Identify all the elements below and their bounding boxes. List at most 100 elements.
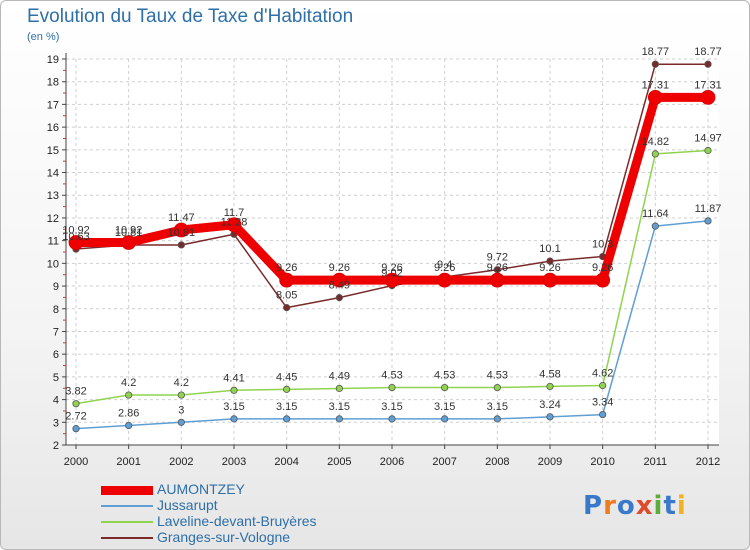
data-point [651, 60, 659, 68]
data-point [335, 384, 343, 393]
y-tick-label: 17 [47, 99, 59, 111]
data-point [121, 235, 137, 250]
logo-letter: t [663, 491, 677, 521]
data-label: 10.81 [115, 227, 143, 239]
data-point [546, 413, 554, 421]
logo-letter: i [653, 491, 664, 521]
data-label: 8.49 [329, 280, 350, 292]
y-tick-label: 7 [53, 326, 59, 338]
logo-letter: x [635, 491, 654, 521]
data-point [437, 272, 453, 288]
legend-swatch [101, 505, 153, 507]
data-label: 11.64 [642, 208, 669, 220]
data-label: 3.82 [65, 386, 86, 398]
data-label: 3.15 [487, 401, 508, 413]
y-tick-label: 15 [47, 145, 59, 157]
data-point [595, 272, 611, 288]
y-tick-label: 14 [47, 168, 59, 180]
data-point [283, 304, 291, 312]
data-point [230, 386, 238, 394]
data-point [335, 294, 343, 302]
data-point [384, 272, 400, 288]
data-point [599, 410, 607, 419]
logo-letter: o [616, 491, 636, 521]
data-label: 14.97 [694, 133, 722, 145]
x-tick-label: 2000 [64, 456, 88, 468]
data-point [230, 415, 238, 423]
x-tick-label: 2005 [327, 456, 351, 468]
data-point [493, 415, 501, 423]
data-point [72, 425, 80, 433]
data-label: 10.92 [62, 224, 90, 236]
data-point [704, 146, 712, 155]
data-point [279, 272, 295, 288]
y-tick-label: 13 [47, 190, 59, 202]
data-label: 9.26 [592, 262, 613, 274]
data-point [704, 217, 712, 225]
x-tick-label: 2002 [169, 456, 193, 468]
data-point [226, 217, 242, 233]
data-point [489, 272, 505, 288]
data-point [599, 381, 607, 390]
data-label: 14.82 [642, 136, 670, 148]
data-point [283, 415, 291, 423]
data-point [700, 89, 716, 105]
y-tick-label: 6 [53, 349, 59, 361]
data-label: 9.26 [539, 262, 560, 274]
logo-letter: r [603, 491, 617, 521]
data-label: 3 [178, 404, 184, 416]
data-label: 4.53 [434, 370, 455, 382]
data-label: 4.53 [487, 370, 508, 382]
data-label: 10.3 [592, 239, 613, 251]
data-label: 4.62 [592, 368, 613, 380]
data-label: 11.28 [221, 216, 248, 228]
legend-label: Jussarupt [157, 497, 218, 513]
data-point [177, 391, 185, 399]
data-label: 2.72 [65, 411, 86, 423]
data-label: 10.1 [539, 243, 560, 255]
data-label: 8.05 [276, 290, 297, 302]
data-label: 4.53 [381, 370, 402, 382]
x-tick-label: 2009 [538, 456, 562, 468]
data-point [125, 391, 133, 399]
data-point [441, 415, 449, 423]
y-tick-label: 16 [47, 122, 59, 134]
data-point [283, 385, 291, 393]
x-tick-label: 2012 [696, 456, 720, 468]
data-label: 17.31 [642, 79, 670, 91]
legend-swatch [101, 521, 153, 523]
data-label: 18.77 [642, 46, 670, 58]
data-point [68, 235, 84, 250]
data-label: 3.15 [223, 401, 244, 413]
data-point [388, 415, 396, 423]
data-label: 10.92 [115, 224, 143, 236]
data-label: 10.81 [168, 227, 196, 239]
legend-label: Laveline-devant-Bruyères [157, 513, 317, 529]
y-tick-label: 10 [47, 258, 59, 270]
x-tick-label: 2003 [222, 456, 246, 468]
data-label: 9.4 [437, 259, 452, 271]
data-label: 3.34 [592, 397, 613, 409]
data-label: 4.41 [223, 372, 244, 384]
data-point [173, 222, 189, 238]
x-tick-label: 2004 [274, 456, 298, 468]
data-label: 18.77 [694, 46, 722, 58]
proxiti-logo: Proxiti [583, 491, 687, 521]
x-tick-label: 2006 [380, 456, 404, 468]
x-tick-label: 2010 [590, 456, 614, 468]
data-point [546, 382, 554, 391]
logo-letter: P [583, 491, 604, 521]
data-label: 9.02 [381, 268, 402, 280]
y-tick-label: 12 [47, 213, 59, 225]
data-point [72, 400, 80, 408]
y-tick-label: 18 [47, 77, 59, 89]
y-tick-label: 5 [53, 372, 59, 384]
data-label: 11.87 [695, 203, 722, 215]
data-label: 9.72 [487, 252, 508, 264]
y-tick-label: 8 [53, 304, 59, 316]
data-point [651, 222, 659, 230]
legend-label: Granges-sur-Vologne [157, 529, 291, 545]
data-label: 17.31 [694, 79, 722, 91]
